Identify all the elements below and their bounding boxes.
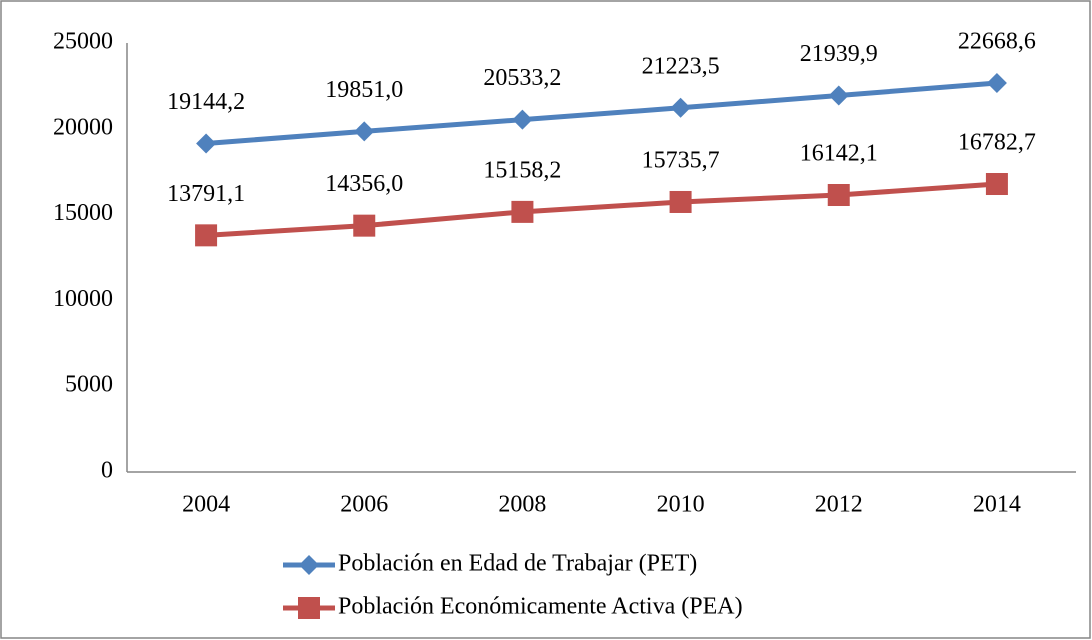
data-label: 21939,9: [800, 41, 878, 67]
y-tick-label: 5000: [65, 372, 113, 398]
y-tick-label: 20000: [53, 114, 113, 140]
series-line: [205, 80, 998, 146]
data-label: 16782,7: [958, 130, 1036, 156]
data-point: [195, 224, 218, 247]
data-point: [670, 97, 691, 118]
legend-marker: [299, 555, 319, 575]
data-point: [986, 73, 1007, 94]
x-tick-label: 2014: [973, 492, 1021, 518]
data-point: [196, 133, 217, 154]
data-label: 16142,1: [800, 141, 878, 167]
data-label: 22668,6: [958, 29, 1036, 55]
data-label: 19144,2: [167, 89, 245, 115]
data-point: [985, 173, 1008, 196]
x-tick-label: 2006: [340, 492, 388, 518]
y-tick-label: 25000: [53, 29, 113, 55]
x-tick-label: 2008: [498, 492, 546, 518]
data-point: [511, 200, 534, 223]
data-point: [354, 121, 375, 142]
x-tick-label: 2012: [815, 492, 863, 518]
y-tick-label: 10000: [53, 286, 113, 312]
x-tick-label: 2004: [182, 492, 230, 518]
legend-label: Población en Edad de Trabajar (PET): [338, 551, 697, 577]
legend-label: Población Económicamente Activa (PEA): [338, 594, 743, 620]
data-label: 21223,5: [642, 53, 720, 79]
data-label: 13791,1: [167, 181, 245, 207]
y-tick-label: 15000: [53, 200, 113, 226]
data-point: [512, 109, 533, 130]
data-label: 14356,0: [325, 171, 403, 197]
x-tick-label: 2010: [657, 492, 705, 518]
series-line: [205, 181, 998, 238]
data-label: 15158,2: [483, 157, 561, 183]
data-label: 15735,7: [642, 147, 720, 173]
data-point: [828, 85, 849, 106]
data-point: [827, 184, 850, 207]
legend-marker: [298, 597, 320, 619]
data-label: 20533,2: [483, 65, 561, 91]
y-tick-label: 0: [101, 458, 113, 484]
data-label: 19851,0: [325, 77, 403, 103]
data-point: [669, 190, 692, 213]
data-point: [353, 214, 376, 237]
